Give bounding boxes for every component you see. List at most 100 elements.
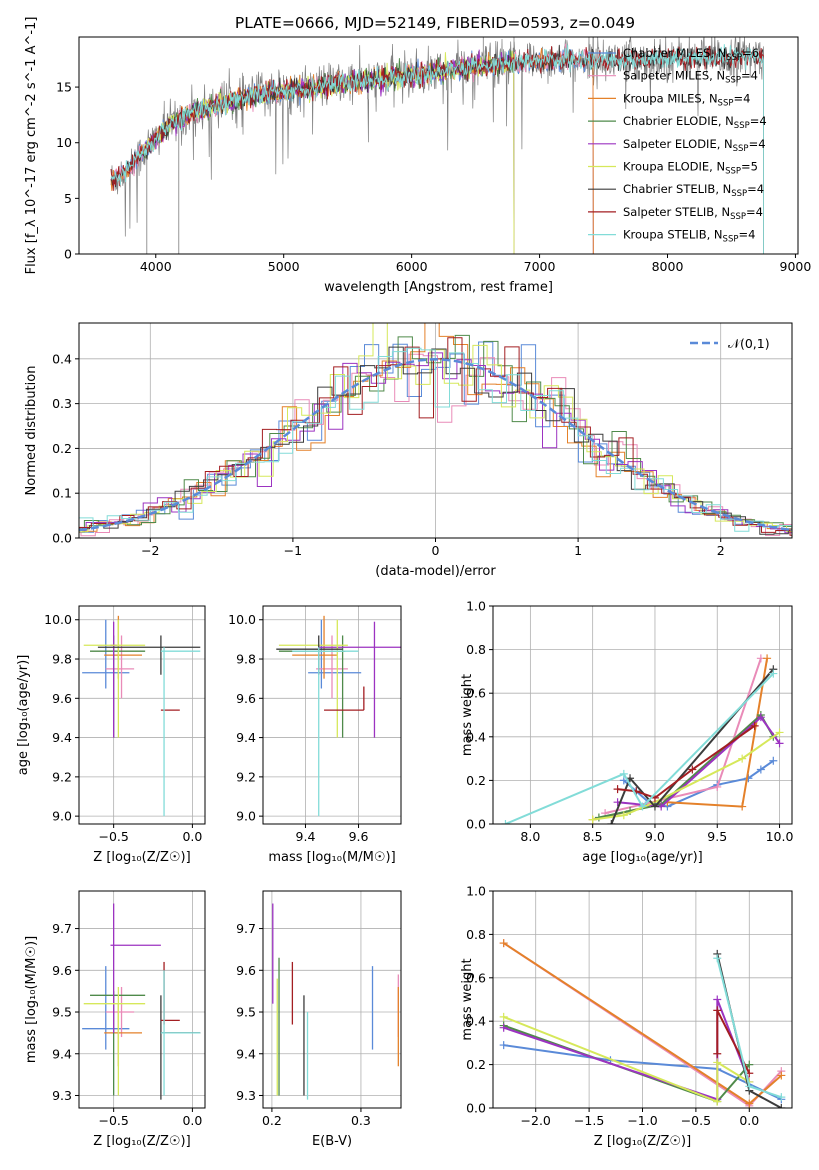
y-tick-label: 0.8 [466, 927, 486, 942]
y-tick-label: 0 [64, 247, 72, 262]
x-tick-label: −2.0 [521, 1113, 551, 1128]
y-tick-label: 9.3 [236, 1088, 256, 1103]
legend-text: Kroupa MILES, N [623, 91, 718, 105]
plot-area [501, 654, 784, 824]
x-tick-label: 2 [717, 543, 725, 558]
plus-marker [745, 1082, 754, 1091]
axes-frame [78, 890, 206, 1109]
legend-subscript: SSP [725, 167, 741, 177]
x-tick-label: 0.0 [739, 1113, 759, 1128]
y-tick-label: 5 [64, 191, 72, 206]
plus-marker [777, 1071, 786, 1080]
y-tick-label: 0.2 [466, 773, 486, 788]
plus-marker [713, 1006, 722, 1015]
model-spectrum-kroupa-stelib [110, 44, 764, 254]
chart-4: 8.0 8.5 9.0 9.5 10.0 0.0 0.2 0.4 0.6 0.8 1.0 age [l… [460, 599, 793, 866]
legend-label: Chabrier ELODIE, NSSP=4 [623, 114, 767, 131]
plus-marker [588, 815, 597, 824]
y-tick-label: 0.0 [52, 531, 72, 546]
legend-value: =4 [741, 69, 758, 83]
plus-marker [713, 995, 722, 1004]
y-tick-label: 9.4 [52, 1046, 72, 1061]
x-tick-label: 0 [432, 543, 440, 558]
x-tick-label: 6000 [396, 259, 428, 274]
x-tick-label: 9.0 [645, 829, 665, 844]
y-tick-label: 9.6 [236, 963, 256, 978]
y-tick-label: 9.5 [52, 1005, 72, 1020]
legend-subscript: SSP [730, 212, 746, 222]
plot-area [276, 615, 401, 817]
axes-frame [78, 36, 799, 255]
chart-6: 0.2 0.3 9.3 9.4 9.5 9.6 9.7 E(B-V) [236, 890, 402, 1149]
y-tick-label: 9.6 [52, 963, 72, 978]
x-tick-label: 9000 [780, 259, 812, 274]
legend-value: =5 [741, 160, 758, 174]
legend-text: Salpeter MILES, N [623, 69, 725, 83]
legend-text: Kroupa ELODIE, N [623, 160, 725, 174]
figure-title: PLATE=0666, MJD=52149, FIBERID=0593, z=0… [235, 14, 635, 32]
y-tick-label: 9.4 [236, 1046, 256, 1061]
plot-area [499, 939, 786, 1108]
plus-marker [619, 811, 628, 820]
residual-histogram [79, 337, 792, 536]
y-tick-label: 9.0 [236, 809, 256, 824]
plus-marker [775, 739, 784, 748]
plot-area [82, 903, 201, 1100]
plus-marker [688, 765, 697, 774]
y-tick-label: 10 [56, 135, 72, 150]
x-axis-label: wavelength [Angstrom, rest frame] [324, 280, 553, 295]
residual-histogram [79, 347, 792, 532]
residual-histogram [79, 341, 792, 536]
plus-marker [756, 765, 765, 774]
plus-marker [613, 785, 622, 794]
plus-marker [713, 1097, 722, 1106]
x-tick-label: −1.0 [627, 1113, 657, 1128]
legend-text: Chabrier ELODIE, N [623, 114, 734, 128]
plot-area [272, 903, 399, 1100]
y-tick-label: 9.7 [236, 921, 256, 936]
residual-histogram [79, 323, 792, 533]
legend-text: Salpeter STELIB, N [623, 205, 730, 219]
plot-area [79, 323, 792, 537]
x-tick-label: 0.0 [182, 1113, 202, 1128]
chart-7: −2.0 −1.5 −1.0 −0.5 0.0 0.0 0.2 0.4 0.6 0.8 1.0 Z [… [460, 884, 793, 1149]
plus-marker [745, 1060, 754, 1069]
y-axis-label: mass [log₁₀(M/M☉)] [24, 936, 39, 1063]
plus-marker [775, 728, 784, 737]
legend-label: Kroupa MILES, NSSP=4 [623, 91, 750, 108]
y-axis-label: mass weight [460, 958, 475, 1040]
y-axis-label: mass weight [460, 674, 475, 756]
legend-subscript: SSP [725, 76, 741, 86]
legend-label: Kroupa STELIB, NSSP=4 [623, 228, 755, 245]
plus-marker [499, 1041, 508, 1050]
x-tick-label: 1 [574, 543, 582, 558]
y-axis-label: age [log₁₀(age/yr)] [16, 655, 31, 776]
x-axis-label: Z [log₁₀(Z/Z☉)] [93, 1134, 190, 1149]
x-tick-label: 0.3 [351, 1113, 371, 1128]
legend-label: Chabrier MILES, NSSP=6 [623, 46, 759, 63]
legend-subscript: SSP [726, 53, 742, 63]
legend-value: =6 [742, 46, 759, 60]
x-tick-label: 10.0 [766, 829, 794, 844]
y-tick-label: 9.3 [52, 1088, 72, 1103]
y-tick-label: 15 [56, 80, 72, 95]
y-tick-label: 9.4 [236, 730, 256, 745]
plus-marker [650, 802, 659, 811]
x-tick-label: −1 [284, 543, 302, 558]
y-tick-label: 9.2 [236, 769, 256, 784]
legend-value: =4 [750, 114, 767, 128]
plus-marker [750, 721, 759, 730]
y-tick-label: 9.7 [52, 921, 72, 936]
y-tick-label: 0.6 [466, 970, 486, 985]
x-tick-label: 8.5 [583, 829, 603, 844]
plus-marker [738, 754, 747, 763]
legend-label: 𝒩(0,1) [728, 336, 770, 351]
legend-label: Kroupa ELODIE, NSSP=5 [623, 160, 758, 177]
plus-marker [607, 820, 616, 824]
legend-subscript: SSP [723, 235, 739, 245]
plots-root: 4000 5000 6000 7000 8000 9000051015wavelength… [16, 17, 812, 1149]
x-tick-label: 8000 [652, 259, 684, 274]
plus-marker [777, 1104, 786, 1108]
plus-marker [499, 1023, 508, 1032]
